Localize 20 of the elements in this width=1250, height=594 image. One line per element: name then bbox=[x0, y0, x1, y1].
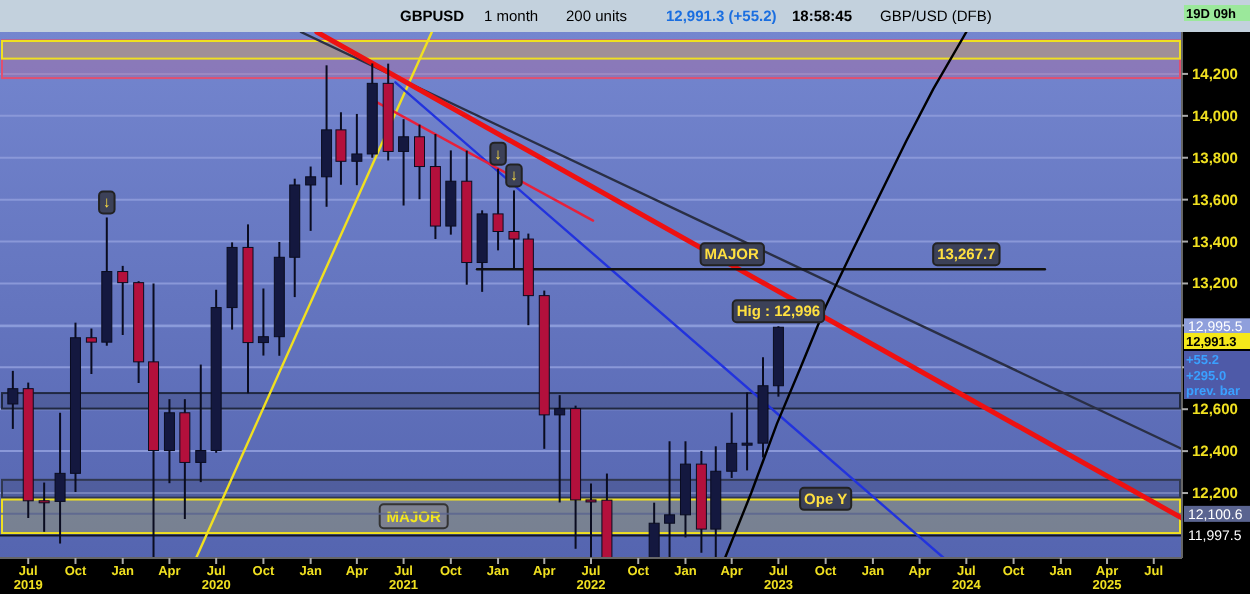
candlestick bbox=[38, 481, 50, 533]
candlestick bbox=[585, 482, 597, 558]
candlestick bbox=[726, 411, 738, 479]
candlestick bbox=[398, 118, 410, 207]
candlestick bbox=[163, 398, 175, 485]
candlestick bbox=[492, 167, 504, 252]
candlestick bbox=[648, 501, 660, 558]
candlestick bbox=[554, 394, 566, 504]
candlestick bbox=[54, 411, 66, 545]
candlestick bbox=[195, 363, 207, 484]
candlestick bbox=[351, 112, 363, 187]
candlestick bbox=[257, 287, 269, 357]
candlestick bbox=[741, 391, 753, 472]
candlestick bbox=[7, 369, 19, 430]
candlestick bbox=[445, 149, 457, 236]
candlestick bbox=[117, 264, 129, 337]
candlestick bbox=[305, 165, 317, 232]
candlestick bbox=[414, 123, 425, 201]
candlestick bbox=[664, 440, 676, 558]
candlestick bbox=[85, 327, 97, 375]
